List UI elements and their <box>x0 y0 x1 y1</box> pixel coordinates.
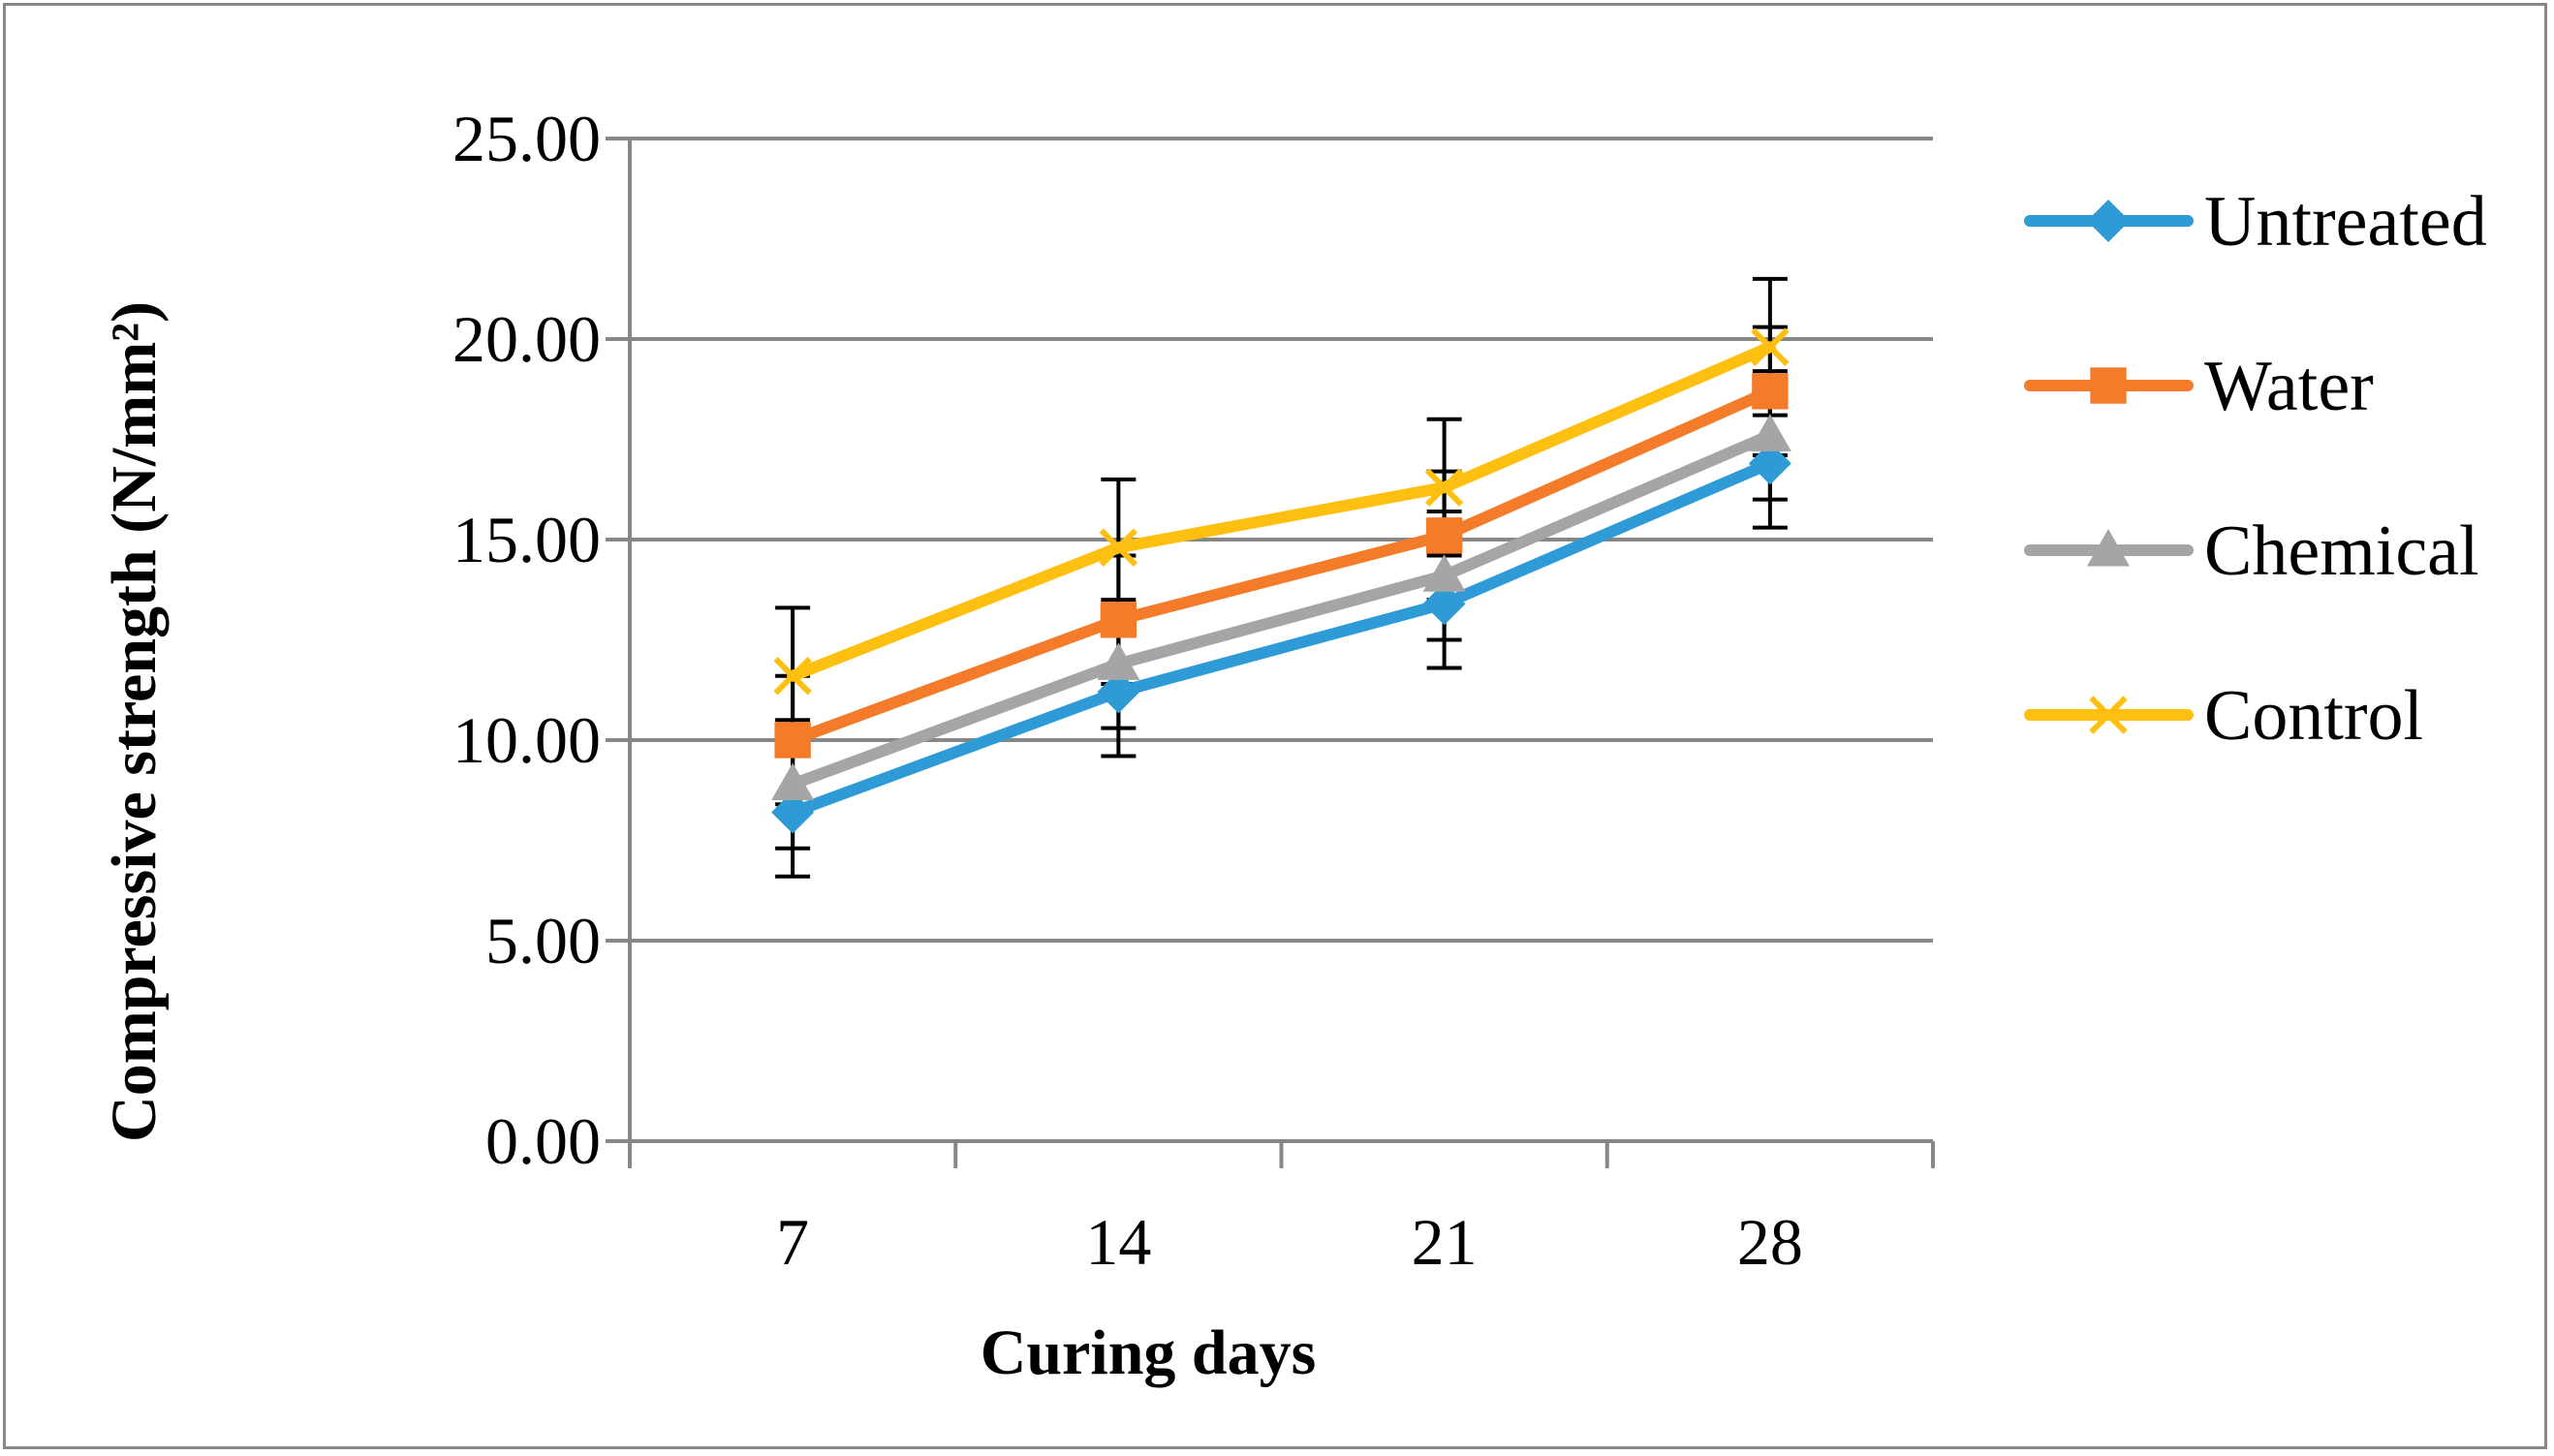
legend: Untreated Water Chemical Control <box>2024 182 2487 756</box>
data-point-water <box>1425 517 1463 554</box>
legend-label: Untreated <box>2204 182 2487 262</box>
marker-stroke <box>2089 696 2128 734</box>
y-tick-label: 5.00 <box>485 904 601 977</box>
marker-stroke <box>1099 528 1138 568</box>
series-line-untreated <box>787 457 1776 819</box>
legend-swatch-marker <box>2087 200 2130 242</box>
marker-stroke <box>1751 327 1790 367</box>
data-point-untreated <box>1097 670 1140 714</box>
data-point-water <box>1100 602 1137 638</box>
series-lines <box>787 341 1776 819</box>
data-point-control <box>1099 528 1138 568</box>
y-tick-label: 20.00 <box>452 302 601 376</box>
data-point-water <box>1752 373 1789 410</box>
series-line-chemical <box>787 429 1776 790</box>
y-tick-label: 15.00 <box>452 503 601 576</box>
x-tick-label: 14 <box>1085 1205 1151 1279</box>
legend-item-chemical: Chemical <box>2024 511 2479 591</box>
legend-item-untreated: Untreated <box>2024 182 2487 262</box>
legend-swatch-marker <box>2090 367 2127 404</box>
series-markers <box>771 327 1791 834</box>
x-tick-label: 28 <box>1737 1205 1803 1279</box>
data-point-chemical <box>1748 414 1791 451</box>
x-tick-label: 21 <box>1412 1205 1478 1279</box>
legend-swatch-marker <box>2087 529 2130 567</box>
gridlines <box>630 137 1933 943</box>
marker-stroke <box>773 657 812 696</box>
y-tick-label: 10.00 <box>452 703 601 777</box>
data-point-untreated <box>1748 442 1791 485</box>
legend-label: Water <box>2204 347 2374 426</box>
data-point-control <box>1424 468 1464 507</box>
data-point-water <box>774 722 811 759</box>
x-tick-labels: 7 14 21 28 <box>776 1205 1803 1279</box>
data-point-control <box>773 657 812 696</box>
data-point-control <box>1751 327 1790 367</box>
y-tick-label: 0.00 <box>485 1104 601 1178</box>
series-line-control <box>787 341 1776 682</box>
y-tick-label: 25.00 <box>452 102 601 175</box>
x-axis-title: Curing days <box>981 1317 1317 1388</box>
legend-swatch-marker <box>2089 696 2128 734</box>
series-line-water <box>787 385 1776 746</box>
x-tick-label: 7 <box>776 1205 809 1279</box>
legend-label: Chemical <box>2204 511 2479 591</box>
legend-label: Control <box>2204 676 2423 756</box>
legend-item-control: Control <box>2024 676 2423 756</box>
data-point-untreated <box>1422 582 1466 626</box>
marker-stroke <box>1424 468 1464 507</box>
y-tick-labels: 0.00 5.00 10.00 15.00 20.00 25.00 <box>452 102 601 1178</box>
data-point-chemical <box>1422 554 1466 592</box>
legend-item-water: Water <box>2024 347 2374 426</box>
data-point-chemical <box>1097 642 1140 680</box>
y-axis-title: Compressive strength (N/mm²) <box>99 301 170 1142</box>
axes <box>606 137 1935 1168</box>
data-point-chemical <box>771 762 815 801</box>
data-point-untreated <box>771 790 815 834</box>
